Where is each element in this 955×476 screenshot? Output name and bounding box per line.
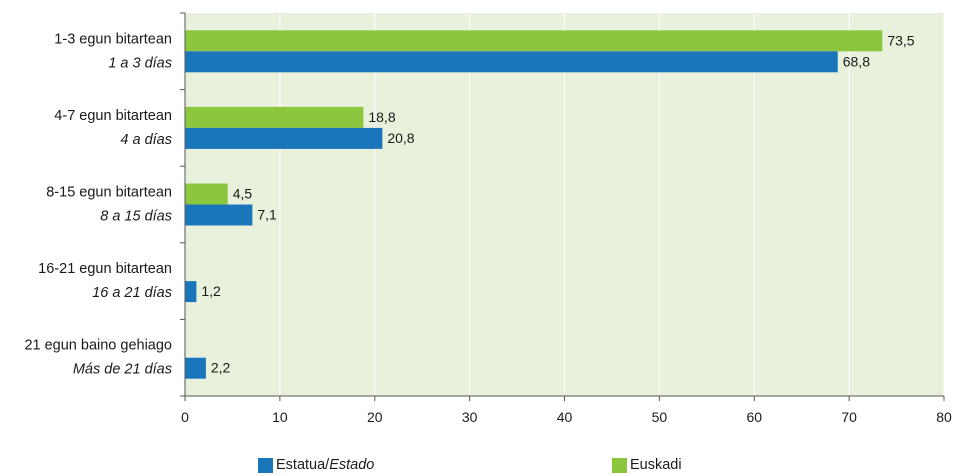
x-tick-label-1: 10 [272,409,288,425]
bars [185,30,883,379]
legend-label-estatua-sub: Estado [329,457,375,473]
labels: 73,5 68,8 1-3 egun bitartean 1 a 3 días 18,8… [24,31,952,425]
data-label-estatua-1: 20,8 [387,130,414,146]
category-sublabel-0: 1 a 3 días [108,55,172,71]
x-tick-label-6: 60 [746,409,762,425]
x-tick-label-8: 80 [936,409,952,425]
x-tick-label-5: 50 [652,409,668,425]
bar-estatua-4 [185,357,206,379]
bar-estatua-3 [185,281,197,303]
category-label-4: 21 egun baino gehiago [24,338,172,354]
category-label-1: 4-7 egun bitartean [54,108,172,124]
x-tick-label-7: 70 [841,409,857,425]
data-label-estatua-0: 68,8 [843,53,870,69]
bar-euskadi-2 [185,183,228,205]
category-sublabel-2: 8 a 15 días [100,209,172,225]
x-tick-label-2: 20 [367,409,383,425]
category-sublabel-4: Más de 21 días [73,362,172,378]
legend-item-estatua: Estatua/Estado [258,455,374,475]
gridlines [279,13,945,396]
x-tick-label-4: 40 [557,409,573,425]
data-label-euskadi-2: 4,5 [233,186,253,202]
legend-swatch-euskadi [612,457,627,473]
bar-estatua-0 [185,51,838,73]
data-label-estatua-4: 2,2 [211,360,231,376]
bar-euskadi-1 [185,106,364,128]
bar-chart: 73,5 68,8 1-3 egun bitartean 1 a 3 días 18,8… [24,12,952,425]
category-label-3: 16-21 egun bitartean [38,261,172,277]
x-tick-label-0: 0 [181,409,189,425]
legend-swatch-estatua [258,457,273,473]
data-label-estatua-3: 1,2 [201,283,221,299]
category-sublabel-3: 16 a 21 días [92,285,172,301]
bar-estatua-1 [185,127,383,149]
bar-euskadi-0 [185,30,883,52]
legend-label-estatua: Estatua/ [276,457,330,473]
category-label-0: 1-3 egun bitartean [54,31,172,47]
data-label-euskadi-0: 73,5 [887,32,914,48]
category-sublabel-1: 4 a días [120,132,172,148]
bar-estatua-2 [185,204,253,226]
legend-label-euskadi: Euskadi [630,457,682,473]
data-label-estatua-2: 7,1 [257,207,277,223]
data-label-euskadi-1: 18,8 [368,109,395,125]
category-label-2: 8-15 egun bitartean [46,185,172,201]
axes [180,12,945,401]
x-tick-label-3: 30 [462,409,478,425]
legend-item-euskadi: Euskadi [612,455,682,475]
